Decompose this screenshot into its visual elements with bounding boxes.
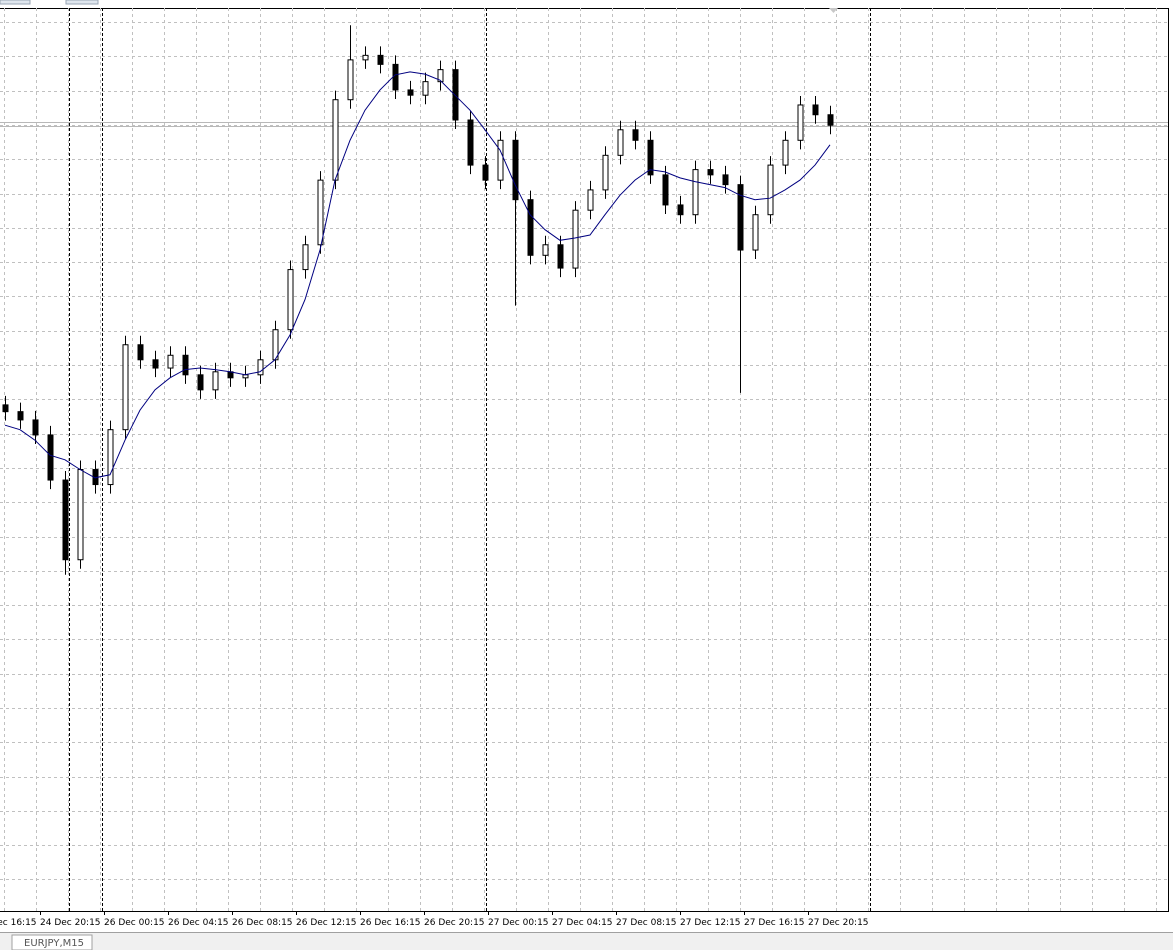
candle-body: [257, 359, 264, 376]
shift-marker: [829, 8, 838, 13]
candle-body: [107, 429, 114, 486]
candle-body: [752, 214, 759, 251]
x-tick-label: 27 Dec 00:15: [488, 918, 549, 928]
candle-body: [827, 114, 834, 126]
x-tick-label: 27 Dec 16:15: [744, 918, 805, 928]
toolbar-button[interactable]: [65, 0, 99, 5]
candle-body: [347, 59, 354, 101]
tab-bar: [0, 932, 1173, 950]
candle-body: [422, 81, 429, 96]
x-tick-label: 26 Dec 12:15: [296, 918, 357, 928]
candle-body: [47, 434, 54, 481]
candle-body: [302, 244, 309, 271]
candle-body: [812, 104, 819, 116]
x-tick-label: 27 Dec 04:15: [552, 918, 613, 928]
candle-body: [797, 104, 804, 141]
candle-body: [122, 344, 129, 431]
plot-area: [2, 25, 834, 575]
candle-body: [482, 164, 489, 181]
candle-body: [602, 154, 609, 191]
toolbar-button[interactable]: [0, 0, 31, 5]
x-tick-label: 26 Dec 16:15: [360, 918, 421, 928]
candle-body: [2, 404, 9, 413]
candle-body: [647, 139, 654, 176]
candle-body: [542, 244, 549, 256]
candle-body: [407, 89, 414, 96]
grid: [0, 8, 1168, 911]
chart-tab[interactable]: EURJPY,M15: [11, 934, 93, 950]
candle-body: [617, 129, 624, 156]
candle-body: [17, 411, 24, 421]
candle-body: [587, 189, 594, 211]
candle-body: [362, 54, 369, 61]
candle-body: [452, 69, 459, 121]
candle-body: [62, 479, 69, 561]
candle-body: [662, 174, 669, 206]
candle-body: [32, 419, 39, 436]
tab-label[interactable]: EURJPY,M15: [24, 938, 84, 949]
candle-body: [512, 139, 519, 201]
x-tick-label: 27 Dec 08:15: [616, 918, 677, 928]
x-tick-label: 24 Dec 16:15: [0, 918, 37, 928]
candle-body: [692, 169, 699, 216]
x-tick-label: 26 Dec 08:15: [232, 918, 293, 928]
candle-body: [377, 54, 384, 65]
candle-body: [767, 164, 774, 216]
candle-body: [632, 129, 639, 141]
candle-body: [212, 371, 219, 391]
candle-body: [332, 99, 339, 181]
candle-body: [77, 469, 84, 561]
candle-body: [722, 174, 729, 186]
candle-body: [137, 344, 144, 361]
toolbar-strip: [0, 0, 1173, 8]
candle-body: [392, 63, 399, 91]
candle-body: [287, 269, 294, 331]
candle-body: [197, 374, 204, 391]
x-tick-label: 27 Dec 20:15: [808, 918, 869, 928]
candle-body: [242, 374, 249, 379]
candle-body: [527, 199, 534, 256]
candle-body: [467, 119, 474, 166]
x-tick-label: 26 Dec 00:15: [104, 918, 165, 928]
x-tick-label: 26 Dec 04:15: [168, 918, 229, 928]
x-tick-label: 24 Dec 20:15: [40, 918, 101, 928]
candle-body: [167, 354, 174, 369]
tab-body[interactable]: [11, 934, 93, 950]
x-tick-label: 27 Dec 12:15: [680, 918, 741, 928]
x-tick-label: 26 Dec 20:15: [424, 918, 485, 928]
candle-body: [182, 354, 189, 376]
candle-body: [497, 139, 504, 181]
candle-body: [737, 184, 744, 251]
candle-body: [707, 169, 714, 176]
candle-body: [437, 69, 444, 83]
candle-body: [782, 139, 789, 166]
candle-body: [572, 209, 579, 269]
moving-average: [4, 71, 831, 479]
candle-body: [677, 204, 684, 216]
candle-body: [317, 179, 324, 246]
candle-body: [557, 244, 564, 269]
candle-body: [152, 359, 159, 369]
